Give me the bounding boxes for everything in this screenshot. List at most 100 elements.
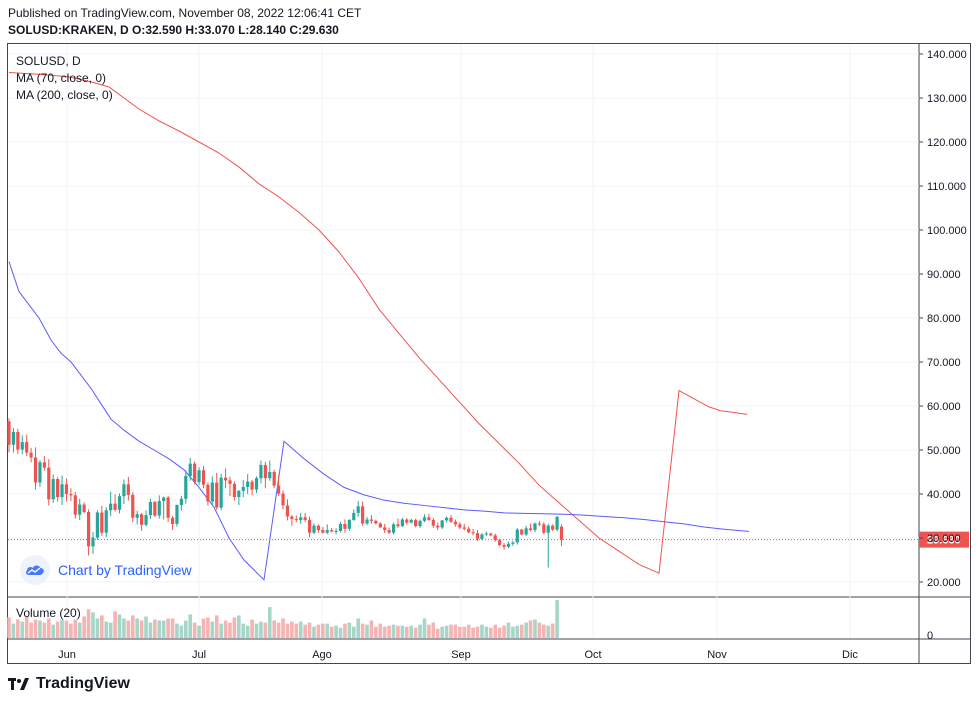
candle-body xyxy=(69,494,73,496)
price-tick-label: 110.000 xyxy=(927,181,966,193)
volume-bar xyxy=(374,626,378,638)
candle-body xyxy=(122,484,126,497)
candle-body xyxy=(153,501,157,516)
volume-bar xyxy=(33,619,38,638)
volume-tick-label: 0 xyxy=(927,630,933,642)
candle-body xyxy=(307,519,312,533)
volume-bar xyxy=(281,618,285,638)
ma200-path xyxy=(8,71,748,574)
candle-body xyxy=(511,542,515,544)
candle-body xyxy=(188,463,192,476)
candle-body xyxy=(480,534,484,539)
candle-body xyxy=(140,514,144,525)
candle-body xyxy=(321,530,325,533)
volume-bar xyxy=(316,624,321,638)
volume-bar xyxy=(497,627,502,638)
volume-bar xyxy=(290,621,294,638)
candle-body xyxy=(312,525,316,533)
candle-body xyxy=(431,519,435,526)
price-tick-label: 140.000 xyxy=(927,49,967,61)
volume-bar xyxy=(480,624,484,638)
candle-body xyxy=(193,463,197,483)
candle-body xyxy=(414,519,418,527)
watermark[interactable]: Chart by TradingView xyxy=(20,555,192,585)
candle-body xyxy=(316,525,320,531)
candle-body xyxy=(467,528,471,533)
volume-bar xyxy=(126,620,131,638)
tradingview-logo-icon xyxy=(8,678,29,690)
volume-bar xyxy=(343,623,347,638)
volume-bar xyxy=(184,620,188,638)
time-tick-label: Dic xyxy=(842,649,858,661)
candle-body xyxy=(294,519,298,521)
candle-body xyxy=(219,477,223,508)
volume-bar xyxy=(422,618,427,638)
volume-bar xyxy=(369,620,374,638)
volume-bar xyxy=(347,622,352,638)
volume-series xyxy=(7,600,559,638)
last-price-label: 29.630 xyxy=(927,535,961,547)
candle-body xyxy=(533,523,537,531)
candle-body xyxy=(506,543,511,547)
volume-bar xyxy=(113,611,117,638)
candle-body xyxy=(409,519,413,523)
volume-bar xyxy=(431,622,436,638)
candle-body xyxy=(179,498,183,505)
volume-bar xyxy=(157,620,162,638)
volume-bar xyxy=(29,622,33,638)
volume-bar xyxy=(382,626,387,638)
candle-body xyxy=(361,506,365,524)
price-tick-label: 90.000 xyxy=(927,269,961,281)
candle-body xyxy=(7,421,11,445)
candle-body xyxy=(126,484,130,495)
volume-bar xyxy=(214,615,219,638)
volume-bar xyxy=(64,620,69,638)
candle-body xyxy=(47,467,51,500)
volume-bar xyxy=(400,625,405,638)
candle-body xyxy=(475,533,480,539)
candle-body xyxy=(484,533,488,535)
volume-bar xyxy=(537,622,542,638)
candle-body xyxy=(396,524,400,527)
symbol-label: SOLUSD:KRAKEN, D xyxy=(8,23,129,37)
candle-body xyxy=(356,506,360,513)
candle-body xyxy=(334,530,338,532)
footer-brand[interactable]: TradingView xyxy=(8,675,130,693)
candle-body xyxy=(232,483,237,498)
candle-body xyxy=(391,524,396,533)
volume-bar xyxy=(166,618,170,638)
candle-body xyxy=(338,523,343,531)
volume-bar xyxy=(515,625,520,638)
candle-series xyxy=(7,418,564,568)
volume-bar xyxy=(488,627,493,638)
candle-body xyxy=(33,457,38,483)
candle-body xyxy=(378,523,382,528)
volume-bar xyxy=(201,618,206,638)
price-axis[interactable]: 140.000 130.000 120.000 110.000 100.000 90.00… xyxy=(919,49,967,642)
volume-bar xyxy=(524,622,528,638)
time-tick-label: Ago xyxy=(312,649,332,661)
candle-body xyxy=(20,442,24,450)
volume-bar xyxy=(130,615,135,638)
published-caption: Published on TradingView.com, November 0… xyxy=(8,6,362,20)
price-tick-label: 70.000 xyxy=(927,357,961,369)
volume-bar xyxy=(20,621,25,638)
price-tick-label: 40.000 xyxy=(927,489,961,501)
candle-body xyxy=(157,501,161,516)
volume-bar xyxy=(7,617,11,638)
volume-bar xyxy=(11,623,16,638)
candle-body xyxy=(374,520,378,524)
price-tick-label: 100.000 xyxy=(927,225,967,237)
candle-body xyxy=(263,464,267,479)
volume-bar xyxy=(73,619,78,638)
volume-bar xyxy=(161,620,166,638)
candle-body xyxy=(86,512,91,547)
candle-body xyxy=(303,517,307,520)
candle-body xyxy=(131,494,135,518)
candle-body xyxy=(210,482,214,502)
time-axis[interactable]: Jun Jul Ago Sep Oct Nov Dic xyxy=(58,649,858,661)
candle-body xyxy=(162,497,166,502)
price-tick-label: 80.000 xyxy=(927,313,961,325)
volume-bar xyxy=(139,620,144,638)
